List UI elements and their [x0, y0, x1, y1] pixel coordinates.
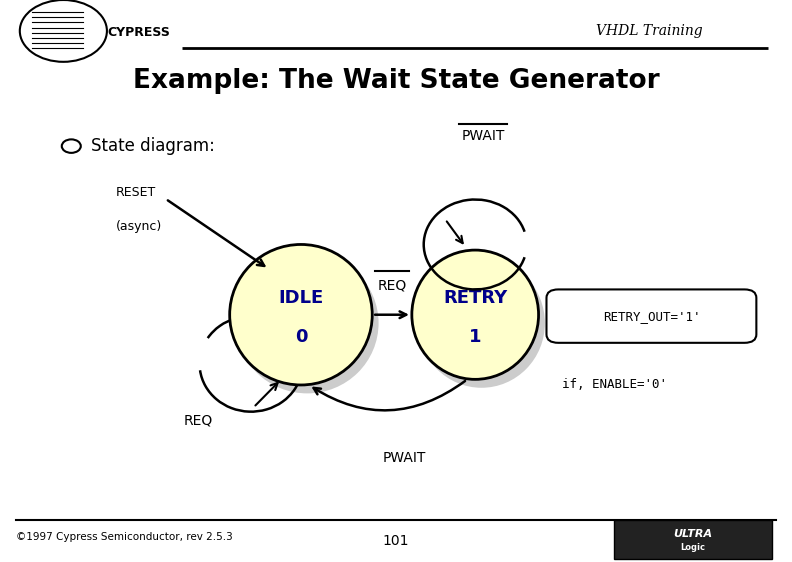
Text: REQ: REQ — [378, 278, 406, 292]
Text: 0: 0 — [295, 328, 307, 346]
Text: VHDL Training: VHDL Training — [596, 24, 703, 38]
Ellipse shape — [236, 253, 379, 393]
FancyArrowPatch shape — [375, 311, 406, 318]
Text: 101: 101 — [383, 534, 409, 547]
Text: RETRY_OUT='1': RETRY_OUT='1' — [603, 310, 700, 323]
Text: 1: 1 — [469, 328, 482, 346]
Text: REQ: REQ — [184, 413, 212, 427]
Ellipse shape — [412, 250, 539, 379]
Text: Example: The Wait State Generator: Example: The Wait State Generator — [133, 69, 659, 94]
Ellipse shape — [230, 244, 372, 385]
Text: PWAIT: PWAIT — [383, 451, 425, 465]
Text: (async): (async) — [116, 220, 162, 233]
Ellipse shape — [418, 259, 545, 388]
FancyArrowPatch shape — [314, 381, 465, 410]
Text: RETRY: RETRY — [443, 289, 508, 307]
Text: if, ENABLE='0': if, ENABLE='0' — [562, 378, 668, 392]
FancyBboxPatch shape — [614, 520, 772, 559]
Text: ULTRA: ULTRA — [673, 529, 713, 539]
Circle shape — [62, 139, 81, 153]
Text: IDLE: IDLE — [278, 289, 324, 307]
Text: State diagram:: State diagram: — [91, 137, 215, 155]
Text: RESET: RESET — [116, 186, 156, 199]
Text: Logic: Logic — [680, 543, 706, 552]
FancyBboxPatch shape — [546, 289, 756, 343]
Text: ©1997 Cypress Semiconductor, rev 2.5.3: ©1997 Cypress Semiconductor, rev 2.5.3 — [16, 532, 233, 542]
Circle shape — [20, 0, 107, 62]
Text: PWAIT: PWAIT — [462, 129, 505, 143]
Text: CYPRESS: CYPRESS — [107, 26, 169, 39]
